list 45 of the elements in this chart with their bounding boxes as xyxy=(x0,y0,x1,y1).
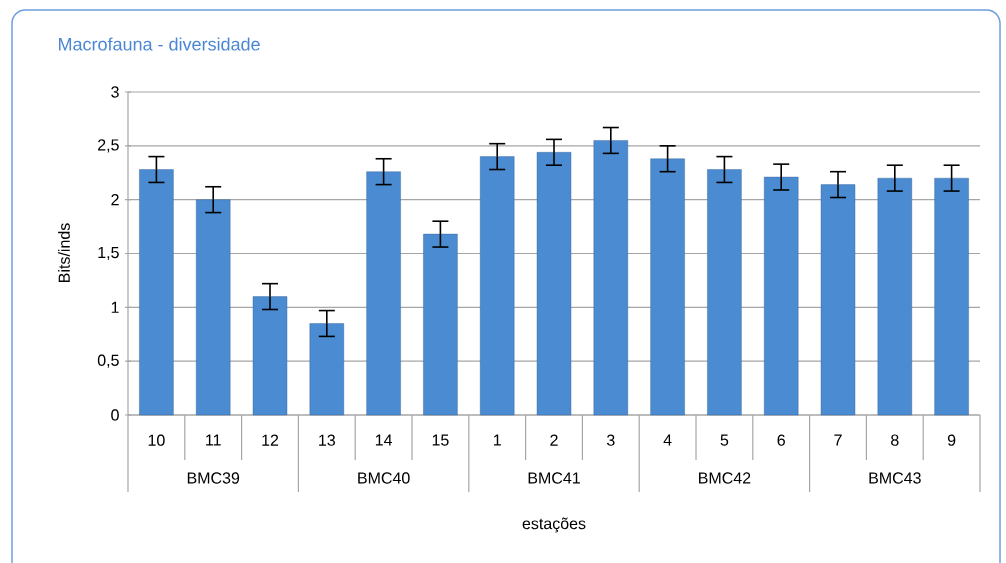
bar xyxy=(764,176,799,416)
text: BMC43 xyxy=(869,472,921,484)
bar xyxy=(934,177,969,416)
y-tick-label: 2,5 xyxy=(98,139,119,153)
bar xyxy=(707,169,742,416)
bar xyxy=(423,233,458,416)
text: BMC42 xyxy=(699,472,751,484)
x-tick-label: 1 xyxy=(493,434,501,446)
y-tick-label: 3 xyxy=(111,86,119,98)
bar xyxy=(366,171,401,416)
y-tick-label: 2 xyxy=(111,194,119,206)
chart-title: Macrofauna - diversidade xyxy=(59,37,260,51)
x-tick-label: 15 xyxy=(432,434,449,446)
x-tick-label: 11 xyxy=(206,434,221,446)
x-tick-label: 4 xyxy=(663,434,672,446)
x-tick-label: 14 xyxy=(375,434,393,446)
bar xyxy=(139,169,174,416)
x-tick-label: 3 xyxy=(606,434,615,446)
bar xyxy=(480,156,515,416)
text: BMC39 xyxy=(187,472,240,484)
bar xyxy=(877,177,913,416)
y-axis-title: Bits/inds xyxy=(58,223,70,282)
bar xyxy=(593,140,629,416)
bar xyxy=(196,199,231,416)
bar xyxy=(309,323,344,416)
y-tick-label: 0 xyxy=(111,409,119,421)
y-tick-label: 0,5 xyxy=(97,354,119,368)
bar xyxy=(650,158,685,416)
y-tick-label: 1,5 xyxy=(98,246,119,261)
y-tick-label: 1 xyxy=(111,301,119,313)
x-tick-label: 6 xyxy=(777,434,785,446)
x-tick-label: 13 xyxy=(319,434,335,446)
text: BMC40 xyxy=(358,472,410,484)
text: BMC41 xyxy=(528,472,580,484)
bar xyxy=(820,184,856,416)
x-tick-label: 2 xyxy=(550,434,558,446)
bar xyxy=(536,152,572,416)
x-tick-label: 10 xyxy=(148,434,165,446)
x-axis-title: estações xyxy=(522,517,586,533)
x-tick-label: 5 xyxy=(720,434,729,446)
bar xyxy=(252,296,288,416)
x-tick-label: 7 xyxy=(834,434,842,446)
x-tick-label: 12 xyxy=(262,434,279,446)
x-tick-label: 9 xyxy=(947,434,956,446)
x-tick-label: 8 xyxy=(891,434,899,446)
